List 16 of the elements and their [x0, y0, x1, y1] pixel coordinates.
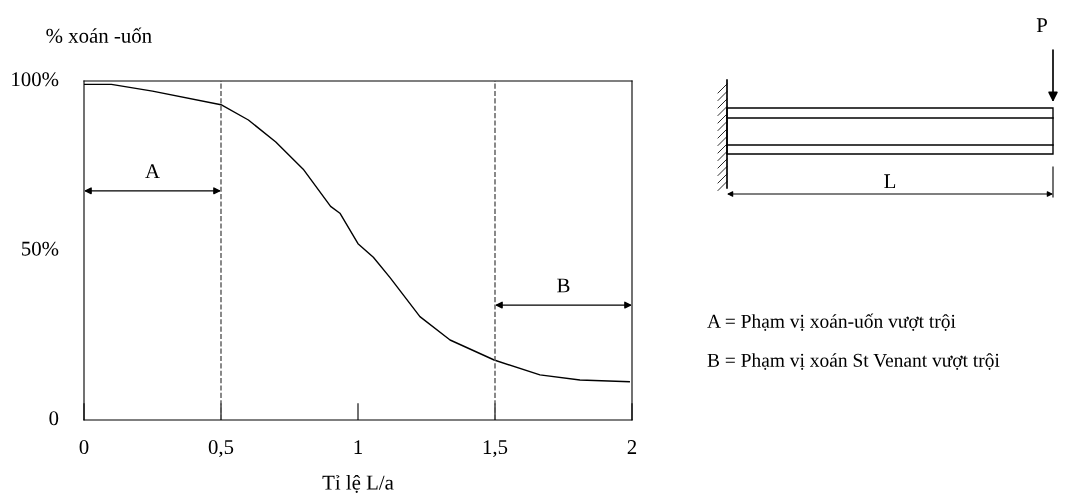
- annotation: B: [557, 278, 570, 293]
- x-tick-label: 1: [354, 440, 362, 454]
- x-axis-title: Tỉ lệ L/a: [322, 474, 394, 493]
- text: L: [884, 174, 896, 189]
- text: A = Phạm vị xoán-uốn vượt trội: [707, 313, 956, 331]
- y-tick-label: 0: [49, 411, 59, 426]
- text: B = Phạm vị xoán St Venant vượt trội: [707, 353, 1000, 370]
- y-tick-label: 100%: [12, 72, 59, 87]
- x-tick-label: 1,5: [483, 440, 508, 458]
- text: P: [1036, 18, 1047, 33]
- x-tick-label: 0: [79, 440, 89, 455]
- annotation: A: [145, 164, 160, 179]
- y-axis-title: % xoán -uốn: [46, 27, 152, 43]
- x-tick-label: 2: [627, 440, 637, 454]
- x-tick-label: 0,5: [208, 440, 234, 458]
- y-tick-label: 50%: [22, 241, 59, 256]
